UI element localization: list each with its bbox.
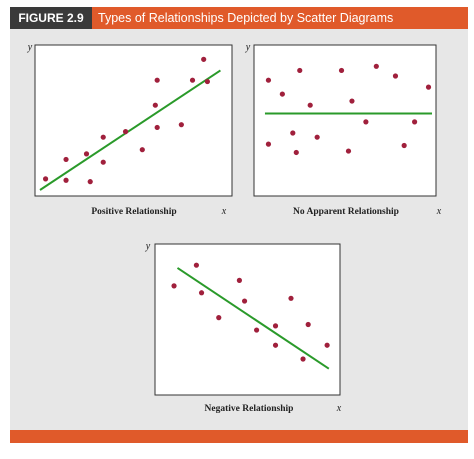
figure-label: FIGURE 2.9 (10, 7, 92, 29)
y-axis-label-negative: y (145, 241, 151, 252)
data-point-positive-3 (63, 156, 69, 163)
data-point-none-15 (401, 142, 407, 149)
data-point-positive-15 (201, 56, 207, 62)
data-point-none-14 (363, 119, 369, 125)
data-point-positive-9 (154, 124, 160, 131)
scatter-none: y x No Apparent Relationship (245, 42, 442, 217)
data-point-none-1 (279, 91, 285, 97)
data-point-positive-6 (100, 134, 106, 140)
data-point-negative-12 (324, 342, 330, 348)
x-axis-label-none: x (436, 206, 442, 217)
data-point-positive-0 (42, 176, 49, 182)
data-point-positive-13 (189, 77, 196, 83)
data-point-negative-10 (305, 321, 311, 328)
data-point-negative-5 (241, 298, 248, 304)
plot-title-none: No Apparent Relationship (293, 207, 399, 217)
data-point-none-10 (290, 130, 296, 136)
plot-frame-none (253, 44, 437, 197)
data-point-positive-4 (83, 151, 90, 157)
y-axis-label-positive: y (27, 42, 33, 53)
data-point-negative-1 (193, 262, 199, 268)
trend-line-negative (176, 267, 330, 370)
data-point-none-8 (425, 84, 432, 90)
data-point-none-7 (392, 73, 399, 79)
data-point-positive-8 (139, 147, 145, 153)
data-point-none-9 (265, 141, 272, 147)
plot-title-negative: Negative Relationship (205, 404, 294, 414)
plot-marks-negative (171, 262, 330, 370)
figure-header-bar (10, 7, 468, 29)
figure-title: Types of Relationships Depicted by Scatt… (98, 11, 394, 25)
data-point-positive-11 (178, 122, 184, 128)
data-point-none-6 (373, 63, 379, 69)
data-point-none-4 (338, 67, 345, 74)
figure-footer-bar (10, 430, 468, 443)
plot-frame-negative (154, 243, 341, 396)
data-point-negative-6 (254, 327, 260, 333)
data-point-positive-1 (63, 177, 69, 183)
plot-marks-positive (39, 56, 221, 191)
data-point-none-2 (297, 67, 303, 74)
data-point-negative-2 (198, 290, 205, 296)
scatter-negative: y x Negative Relationship (145, 241, 342, 414)
data-point-none-11 (293, 149, 299, 156)
data-point-negative-8 (272, 342, 279, 348)
y-axis-label-none: y (245, 42, 251, 53)
plot-title-positive: Positive Relationship (91, 207, 176, 217)
data-point-negative-4 (236, 277, 242, 283)
scatter-positive: y x Positive Relationship (27, 42, 233, 217)
data-point-negative-3 (216, 315, 222, 321)
data-point-none-12 (314, 134, 320, 140)
x-axis-label-positive: x (221, 206, 227, 217)
data-point-positive-10 (152, 102, 158, 108)
data-point-positive-14 (204, 78, 210, 85)
data-point-none-13 (345, 148, 352, 154)
data-point-positive-7 (122, 129, 129, 135)
data-point-positive-5 (100, 159, 106, 165)
data-point-negative-0 (171, 283, 177, 289)
data-point-negative-9 (288, 295, 294, 301)
trend-line-positive (39, 69, 221, 191)
data-point-none-16 (412, 119, 418, 125)
data-point-none-0 (265, 77, 272, 83)
plot-marks-none (264, 63, 432, 156)
x-axis-label-negative: x (336, 403, 342, 414)
data-point-negative-7 (272, 323, 279, 329)
data-point-positive-2 (87, 179, 93, 185)
data-point-positive-12 (154, 77, 160, 83)
data-point-negative-11 (300, 356, 306, 362)
data-point-none-5 (349, 98, 355, 104)
data-point-none-3 (307, 102, 313, 108)
